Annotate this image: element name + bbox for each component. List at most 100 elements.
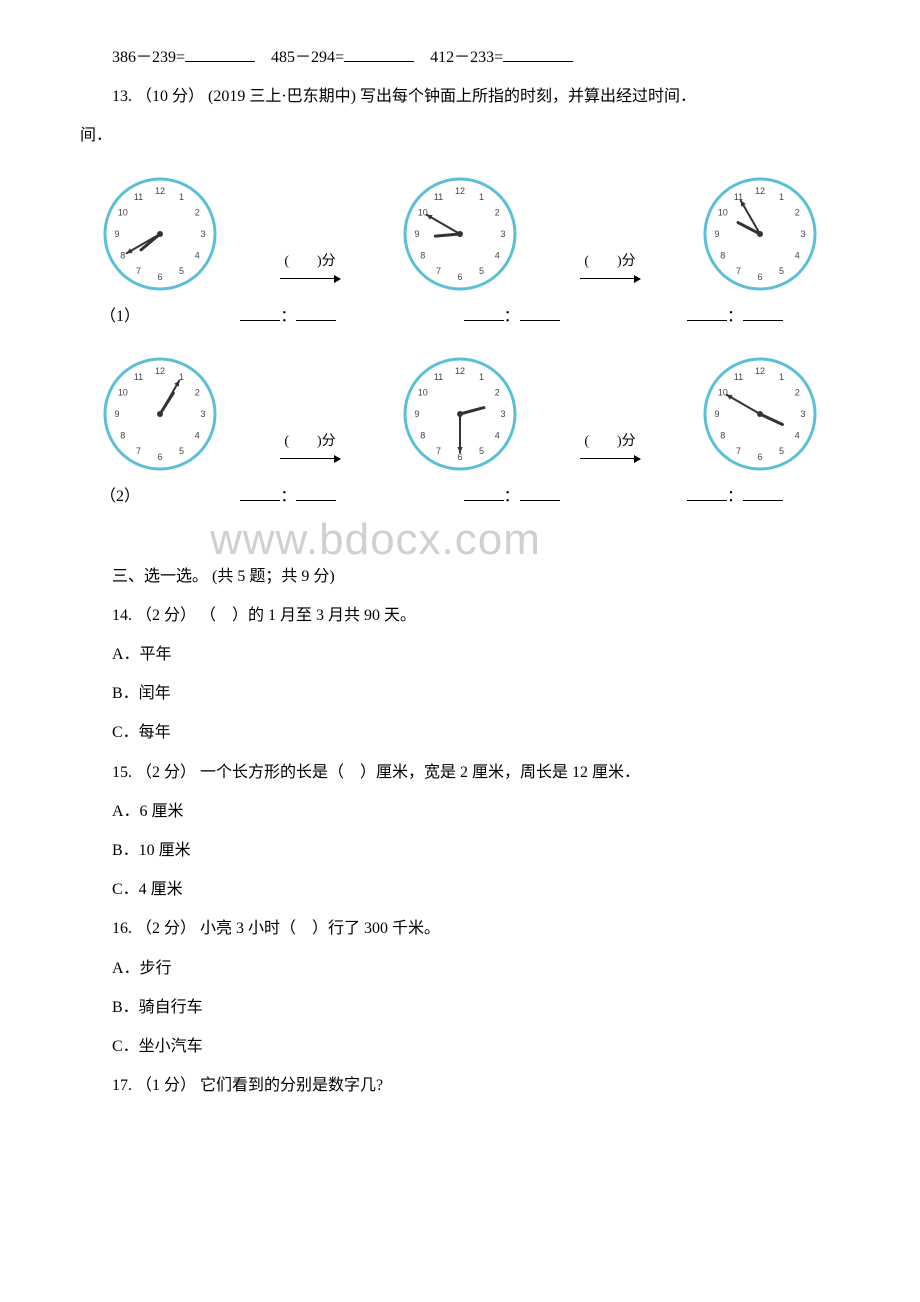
sub-label-1: （1） — [100, 299, 150, 334]
svg-text:4: 4 — [795, 430, 800, 440]
clock-icon: 123456789101112 — [100, 354, 220, 474]
svg-text:9: 9 — [114, 409, 119, 419]
q15-option-c: C．4 厘米 — [80, 872, 840, 907]
svg-text:10: 10 — [718, 207, 728, 217]
blank — [344, 46, 414, 62]
svg-text:11: 11 — [734, 372, 743, 382]
svg-text:6: 6 — [457, 272, 462, 282]
svg-text:9: 9 — [714, 409, 719, 419]
svg-text:9: 9 — [414, 409, 419, 419]
svg-text:3: 3 — [500, 229, 505, 239]
svg-text:2: 2 — [195, 207, 200, 217]
elapsed-label: ( )分 — [584, 427, 635, 458]
svg-text:11: 11 — [434, 191, 443, 201]
q-points: （1 分） — [136, 1077, 196, 1094]
svg-text:2: 2 — [495, 207, 500, 217]
svg-text:6: 6 — [157, 452, 162, 462]
q-body: 一个长方形的长是（ ）厘米，宽是 2 厘米，周长是 12 厘米． — [200, 764, 640, 781]
svg-text:9: 9 — [414, 229, 419, 239]
svg-text:10: 10 — [118, 207, 128, 217]
q-source: (2019 三上·巴东期中) — [208, 88, 356, 105]
q-body: 小亮 3 小时（ ）行了 300 千米。 — [200, 920, 440, 937]
svg-text:4: 4 — [495, 430, 500, 440]
elapsed-arrow: ( )分 — [280, 427, 340, 459]
q13-text-cont: 间． — [80, 118, 840, 153]
q16-option-a: A．步行 — [80, 951, 840, 986]
q-body: 写出每个钟面上所指的时刻，并算出经过时间． — [360, 88, 696, 105]
eq1: 386－239= — [112, 49, 185, 66]
svg-text:2: 2 — [795, 387, 800, 397]
clock-icon: 123456789101112 — [400, 354, 520, 474]
svg-text:2: 2 — [195, 387, 200, 397]
elapsed-label: ( )分 — [584, 247, 635, 278]
section-subtitle: (共 5 题；共 9 分) — [212, 568, 335, 585]
svg-text:4: 4 — [495, 250, 500, 260]
svg-text:3: 3 — [800, 409, 805, 419]
section3-header: 三、选一选。 (共 5 题；共 9 分) — [80, 559, 840, 594]
section-title: 三、选一选。 — [112, 568, 208, 585]
q12-equations: 386－239= 485－294= 412－233= — [80, 40, 840, 75]
svg-text:3: 3 — [200, 229, 205, 239]
q14-option-c: C．每年 — [80, 715, 840, 750]
q16-option-c: C．坐小汽车 — [80, 1029, 840, 1064]
svg-text:1: 1 — [779, 372, 784, 382]
svg-text:7: 7 — [136, 266, 141, 276]
svg-text:5: 5 — [779, 446, 784, 456]
q-number: 14. — [112, 607, 132, 624]
svg-text:12: 12 — [755, 366, 765, 376]
clock-icon: 123456789101112 — [700, 354, 820, 474]
q17: 17. （1 分） 它们看到的分别是数字几? — [80, 1068, 840, 1103]
q-points: （2 分） — [136, 764, 196, 781]
clock: 123456789101112 — [400, 354, 520, 474]
svg-text:1: 1 — [479, 372, 484, 382]
eq2: 485－294= — [271, 49, 344, 66]
elapsed-label: ( )分 — [284, 427, 335, 458]
svg-text:1: 1 — [179, 191, 184, 201]
svg-text:4: 4 — [195, 430, 200, 440]
svg-text:3: 3 — [200, 409, 205, 419]
svg-text:5: 5 — [479, 266, 484, 276]
q-body: 它们看到的分别是数字几? — [200, 1077, 383, 1094]
svg-text:8: 8 — [120, 250, 125, 260]
svg-text:10: 10 — [418, 207, 428, 217]
q15: 15. （2 分） 一个长方形的长是（ ）厘米，宽是 2 厘米，周长是 12 厘… — [80, 755, 840, 790]
clock: 123456789101112 — [100, 354, 220, 474]
svg-text:7: 7 — [436, 266, 441, 276]
svg-text:10: 10 — [718, 387, 728, 397]
svg-text:8: 8 — [720, 250, 725, 260]
svg-text:5: 5 — [779, 266, 784, 276]
time-blank: ： — [427, 299, 597, 334]
svg-text:11: 11 — [134, 191, 143, 201]
svg-text:11: 11 — [434, 372, 443, 382]
svg-text:6: 6 — [757, 272, 762, 282]
q14: 14. （2 分） （ ）的 1 月至 3 月共 90 天。 — [80, 598, 840, 633]
svg-text:11: 11 — [734, 191, 743, 201]
clock: 123456789101112 — [700, 174, 820, 294]
q14-option-a: A．平年 — [80, 637, 840, 672]
q13-text: 13. （10 分） (2019 三上·巴东期中) 写出每个钟面上所指的时刻，并… — [80, 79, 840, 114]
clock: 123456789101112 — [700, 354, 820, 474]
q-points: （10 分） — [136, 88, 204, 105]
svg-text:10: 10 — [418, 387, 428, 397]
q-points: （2 分） — [136, 607, 196, 624]
svg-text:2: 2 — [495, 387, 500, 397]
time-blank: ： — [650, 299, 820, 334]
svg-text:3: 3 — [500, 409, 505, 419]
clock-icon: 123456789101112 — [100, 174, 220, 294]
time-blanks-row-1: （1） ： ： ： — [80, 299, 840, 334]
svg-text:12: 12 — [455, 186, 465, 196]
svg-text:7: 7 — [436, 446, 441, 456]
svg-text:3: 3 — [800, 229, 805, 239]
q-number: 16. — [112, 920, 132, 937]
blank — [185, 46, 255, 62]
svg-text:7: 7 — [736, 446, 741, 456]
q16-option-b: B．骑自行车 — [80, 990, 840, 1025]
clock-icon: 123456789101112 — [400, 174, 520, 294]
clock: 123456789101112 — [400, 174, 520, 294]
svg-text:12: 12 — [455, 366, 465, 376]
clock: 123456789101112 — [100, 174, 220, 294]
svg-text:6: 6 — [157, 272, 162, 282]
svg-text:8: 8 — [120, 430, 125, 440]
q-number: 13. — [112, 88, 132, 105]
q-body: （ ）的 1 月至 3 月共 90 天。 — [200, 607, 416, 624]
